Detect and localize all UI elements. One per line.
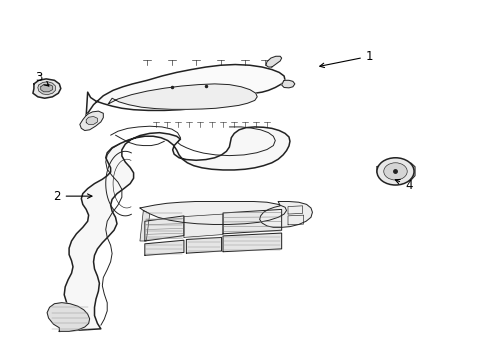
Polygon shape bbox=[86, 64, 285, 116]
Polygon shape bbox=[80, 111, 103, 131]
Polygon shape bbox=[41, 84, 52, 92]
Polygon shape bbox=[145, 216, 184, 241]
Polygon shape bbox=[223, 210, 282, 234]
Text: 1: 1 bbox=[320, 50, 373, 68]
Polygon shape bbox=[184, 214, 223, 237]
Polygon shape bbox=[282, 80, 295, 88]
Polygon shape bbox=[59, 127, 290, 331]
Polygon shape bbox=[377, 161, 415, 182]
Polygon shape bbox=[145, 240, 184, 255]
Text: 4: 4 bbox=[395, 179, 413, 192]
Polygon shape bbox=[266, 56, 282, 67]
Polygon shape bbox=[33, 79, 61, 98]
Polygon shape bbox=[223, 233, 282, 252]
Polygon shape bbox=[108, 84, 257, 109]
Polygon shape bbox=[140, 202, 287, 225]
Polygon shape bbox=[260, 202, 313, 227]
Polygon shape bbox=[38, 82, 55, 95]
Polygon shape bbox=[47, 303, 90, 331]
Text: 3: 3 bbox=[35, 71, 49, 86]
Polygon shape bbox=[140, 211, 150, 241]
Text: 2: 2 bbox=[53, 190, 92, 203]
Circle shape bbox=[377, 158, 414, 185]
Polygon shape bbox=[86, 117, 98, 125]
Polygon shape bbox=[186, 237, 221, 253]
Circle shape bbox=[384, 163, 407, 180]
